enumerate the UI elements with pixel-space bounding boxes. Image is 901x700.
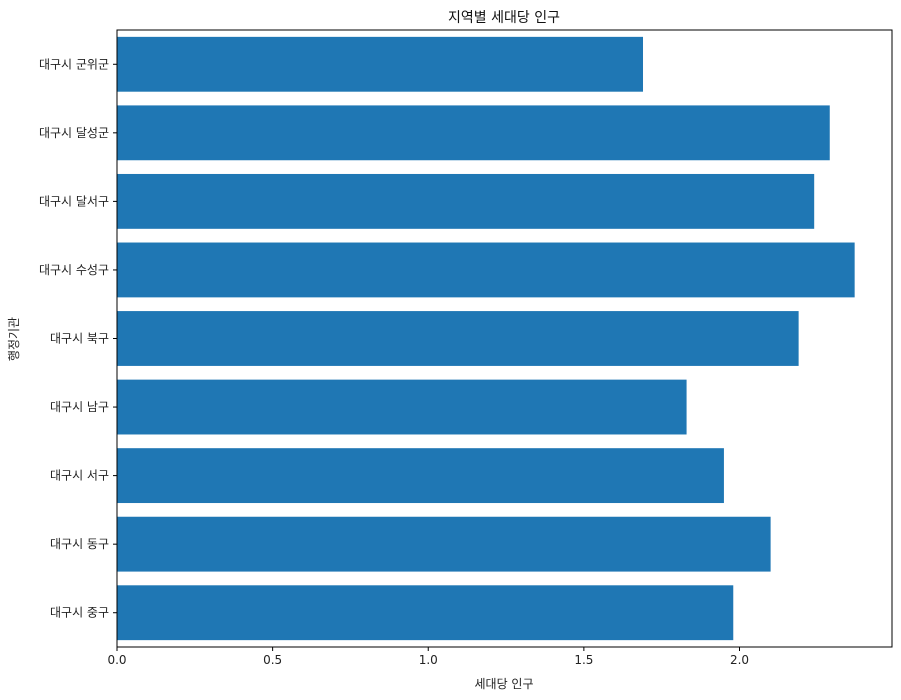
- y-tick-label: 대구시 북구: [50, 332, 109, 346]
- bar: [117, 173, 815, 229]
- y-tick-label: 대구시 남구: [50, 400, 109, 414]
- bar: [117, 36, 644, 92]
- bar: [117, 311, 799, 366]
- bar: [117, 242, 855, 298]
- bar: [117, 448, 724, 504]
- bar: [117, 105, 830, 161]
- y-tick-label: 대구시 달서구: [39, 194, 109, 208]
- y-tick-label: 대구시 수성구: [39, 263, 109, 277]
- x-tick-label: 1.0: [419, 653, 438, 667]
- plot-area: [117, 36, 855, 641]
- x-tick-label: 0.5: [263, 653, 282, 667]
- y-tick-label: 대구시 동구: [50, 537, 109, 551]
- y-tick-label: 대구시 서구: [50, 469, 109, 483]
- bar: [117, 379, 687, 435]
- y-tick-label: 대구시 달성군: [39, 126, 109, 140]
- y-axis-label: 행정기관: [6, 317, 21, 361]
- x-axis-label: 세대당 인구: [474, 677, 533, 691]
- y-tick-label: 대구시 중구: [50, 606, 109, 620]
- bar: [117, 585, 734, 641]
- x-tick-label: 1.5: [574, 653, 593, 667]
- chart-title: 지역별 세대당 인구: [448, 10, 560, 26]
- y-tick-label: 대구시 군위군: [39, 57, 109, 71]
- x-tick-label: 2.0: [730, 653, 749, 667]
- x-tick-label: 0.0: [107, 653, 126, 667]
- bar: [117, 516, 771, 572]
